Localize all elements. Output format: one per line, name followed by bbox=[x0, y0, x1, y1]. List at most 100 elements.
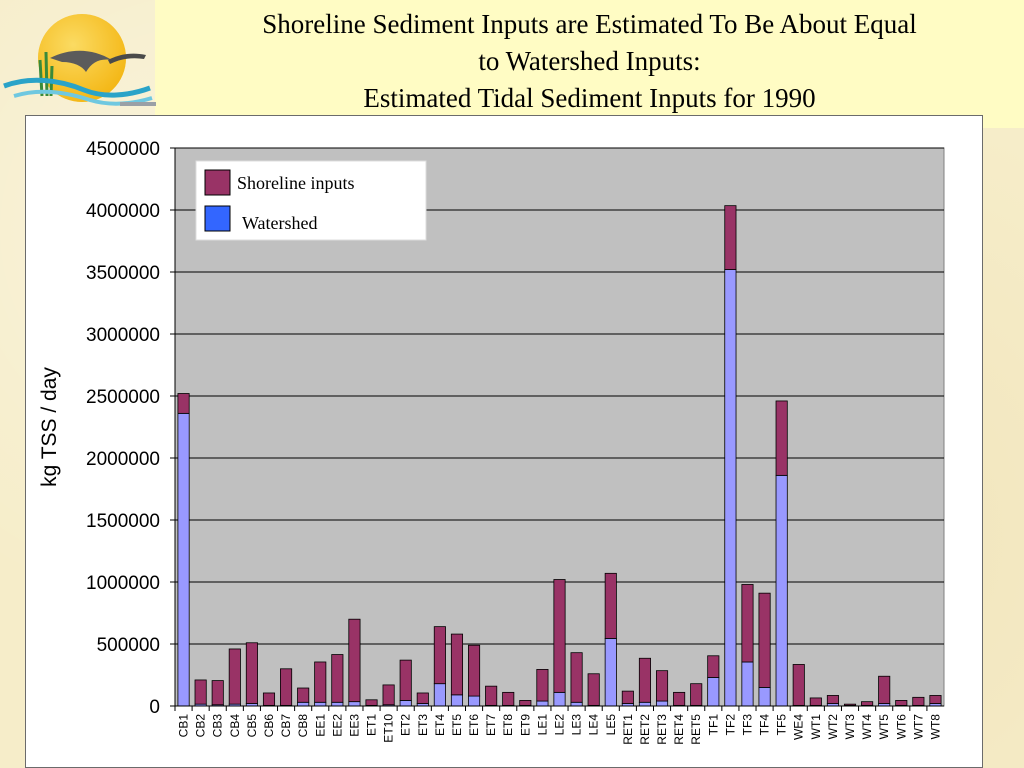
bar-shoreline-RET1 bbox=[621, 690, 634, 704]
y-tick-label: 3000000 bbox=[86, 325, 160, 346]
x-tick-label: WT2 bbox=[826, 714, 840, 740]
x-tick-label: WT7 bbox=[911, 714, 925, 740]
bar-watershed-TF3 bbox=[741, 661, 754, 707]
bar-watershed-CB8 bbox=[297, 701, 310, 707]
bar-shoreline-WT3 bbox=[843, 703, 857, 706]
bar-shoreline-EE3 bbox=[348, 618, 361, 703]
bar-shoreline-WT8 bbox=[929, 695, 942, 704]
bar-shoreline-RET4 bbox=[673, 691, 686, 706]
legend-label-shoreline: Shoreline inputs bbox=[237, 173, 355, 193]
bar-shoreline-ET6 bbox=[468, 644, 481, 697]
x-tick-label: EE1 bbox=[313, 714, 327, 737]
bar-shoreline-WT5 bbox=[878, 675, 891, 704]
x-tick-label: ET6 bbox=[467, 714, 481, 736]
bar-watershed-EE3 bbox=[348, 701, 361, 707]
bar-watershed-ET4 bbox=[433, 683, 446, 707]
bar-watershed-LE3 bbox=[570, 701, 583, 707]
bar-shoreline-CB8 bbox=[297, 687, 310, 703]
x-tick-label: CB2 bbox=[194, 714, 208, 738]
bar-shoreline-LE5 bbox=[604, 572, 617, 639]
x-tick-label: ET2 bbox=[399, 714, 413, 736]
bar-shoreline-ET7 bbox=[485, 685, 498, 706]
bar-watershed-TF1 bbox=[707, 677, 720, 707]
x-tick-label: ET9 bbox=[518, 714, 532, 736]
x-tick-label: WT6 bbox=[894, 714, 908, 740]
bar-watershed-TF2 bbox=[724, 269, 737, 707]
legend-box bbox=[195, 160, 427, 241]
bar-shoreline-ET9 bbox=[519, 700, 532, 706]
bar-watershed-LE2 bbox=[553, 691, 566, 707]
x-tick-label: TF1 bbox=[706, 714, 720, 736]
bar-shoreline-EE2 bbox=[331, 654, 344, 703]
bar-watershed-LE1 bbox=[536, 700, 549, 707]
x-tick-label: RET5 bbox=[689, 714, 703, 745]
y-tick-label: 4000000 bbox=[86, 201, 160, 222]
x-tick-label: WT5 bbox=[877, 714, 891, 740]
x-axis-ticks: CB1 CB2 CB3 CB4 CB5 CB6 CB7 CB8 EE1 EE2 EE3 ET1 ET10… bbox=[174, 705, 944, 745]
x-tick-label: ET7 bbox=[484, 714, 498, 736]
bar-watershed-EE2 bbox=[331, 701, 344, 707]
x-tick-label: TF5 bbox=[775, 714, 789, 736]
x-tick-label: RET3 bbox=[655, 714, 669, 745]
x-tick-label: WT8 bbox=[928, 714, 942, 740]
x-tick-label: WT3 bbox=[843, 714, 857, 740]
x-tick-label: TF4 bbox=[758, 714, 772, 736]
title-line-3: Estimated Tidal Sediment Inputs for 1990 bbox=[363, 83, 816, 113]
logo-rule bbox=[120, 102, 156, 106]
y-tick-label: 0 bbox=[149, 697, 160, 718]
page-title: Shoreline Sediment Inputs are Estimated … bbox=[155, 6, 1024, 117]
bar-watershed-ET2 bbox=[399, 700, 412, 707]
bar-shoreline-WT4 bbox=[861, 701, 874, 706]
x-tick-label: ET1 bbox=[365, 714, 379, 736]
bar-shoreline-ET5 bbox=[450, 633, 464, 696]
legend-swatch-shoreline bbox=[204, 169, 231, 196]
bar-shoreline-CB6 bbox=[262, 692, 276, 706]
bar-shoreline-ET1 bbox=[365, 699, 378, 706]
x-tick-label: WT1 bbox=[809, 714, 823, 740]
x-tick-label: CB3 bbox=[211, 714, 225, 738]
x-tick-label: LE4 bbox=[587, 714, 601, 736]
title-banner bbox=[155, 0, 1024, 128]
bar-shoreline-WT2 bbox=[826, 695, 839, 704]
bar-shoreline-ET3 bbox=[416, 692, 429, 704]
y-tick-label: 2500000 bbox=[86, 387, 160, 408]
y-tick-label: 2000000 bbox=[86, 449, 160, 470]
logo bbox=[3, 14, 153, 106]
bar-shoreline-LE1 bbox=[536, 669, 549, 702]
x-tick-label: LE1 bbox=[535, 714, 549, 736]
bar-watershed-TF4 bbox=[758, 687, 771, 707]
x-tick-label: RET4 bbox=[672, 714, 686, 745]
bar-watershed-ET6 bbox=[468, 695, 481, 707]
bar-watershed-EE1 bbox=[314, 701, 327, 707]
x-tick-label: ET5 bbox=[450, 714, 464, 736]
x-tick-label: ET8 bbox=[501, 714, 515, 736]
bar-shoreline-CB4 bbox=[228, 648, 241, 705]
bar-shoreline-TF1 bbox=[707, 655, 720, 678]
bar-shoreline-RET2 bbox=[638, 657, 651, 703]
x-tick-label: LE5 bbox=[604, 714, 618, 736]
bar-shoreline-EE1 bbox=[314, 661, 327, 703]
x-tick-label: CB7 bbox=[279, 714, 293, 738]
x-tick-label: RET2 bbox=[638, 714, 652, 745]
bar-watershed-LE5 bbox=[604, 638, 617, 707]
bar-shoreline-WT1 bbox=[809, 697, 822, 706]
x-tick-label: ET10 bbox=[382, 714, 396, 743]
x-tick-label: CB4 bbox=[228, 714, 242, 738]
bar-shoreline-ET2 bbox=[399, 659, 412, 701]
x-tick-label: TF3 bbox=[740, 714, 754, 736]
x-tick-label: WE4 bbox=[792, 714, 806, 740]
title-line-2: to Watershed Inputs: bbox=[478, 46, 701, 76]
bar-shoreline-RET3 bbox=[655, 670, 669, 702]
x-tick-label: CB6 bbox=[262, 714, 276, 738]
x-tick-label: ET4 bbox=[433, 714, 447, 736]
bar-shoreline-WT6 bbox=[895, 700, 908, 706]
bar-shoreline-ET10 bbox=[382, 684, 395, 706]
bar-shoreline-WT7 bbox=[912, 696, 925, 706]
bar-shoreline-LE2 bbox=[553, 579, 566, 693]
bar-shoreline-TF3 bbox=[741, 584, 754, 663]
bar-watershed-CB1 bbox=[177, 412, 190, 707]
bar-watershed-TF5 bbox=[775, 474, 788, 707]
x-tick-label: TF2 bbox=[723, 714, 737, 736]
bar-shoreline-TF2 bbox=[724, 205, 737, 270]
